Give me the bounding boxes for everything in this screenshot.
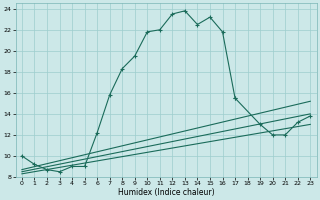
- X-axis label: Humidex (Indice chaleur): Humidex (Indice chaleur): [118, 188, 214, 197]
